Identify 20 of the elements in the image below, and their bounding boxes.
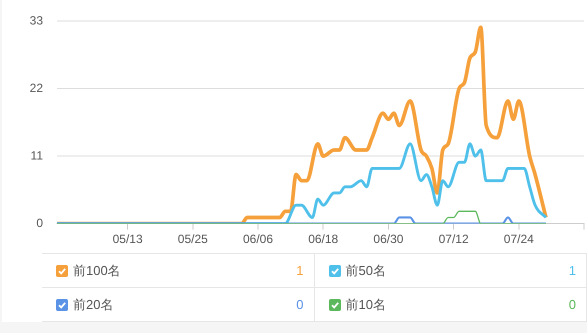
line-series bbox=[57, 142, 548, 224]
text: 0 bbox=[296, 297, 304, 312]
legend-label: 前100名 bbox=[73, 262, 122, 280]
x-tick-label: 06/06 bbox=[243, 232, 274, 246]
y-tick-label: 0 bbox=[36, 216, 44, 230]
y-tick-label: 11 bbox=[30, 148, 44, 162]
text: 1 bbox=[296, 263, 304, 278]
x-tick-label: 07/12 bbox=[438, 232, 469, 246]
x-tick-label: 06/18 bbox=[308, 232, 339, 246]
x-tick-label: 05/25 bbox=[178, 232, 208, 246]
x-tick-label: 06/30 bbox=[373, 232, 404, 246]
text: 0 bbox=[568, 297, 576, 312]
text: 1 bbox=[568, 263, 576, 278]
y-tick-label: 33 bbox=[30, 14, 44, 28]
x-tick-label: 07/24 bbox=[504, 232, 534, 246]
y-tick-label: 22 bbox=[30, 80, 44, 95]
legend-label: 前20名 bbox=[73, 296, 114, 314]
x-tick-label: 05/13 bbox=[112, 232, 143, 246]
legend-label: 前10名 bbox=[346, 296, 387, 314]
legend-label: 前50名 bbox=[346, 262, 387, 280]
